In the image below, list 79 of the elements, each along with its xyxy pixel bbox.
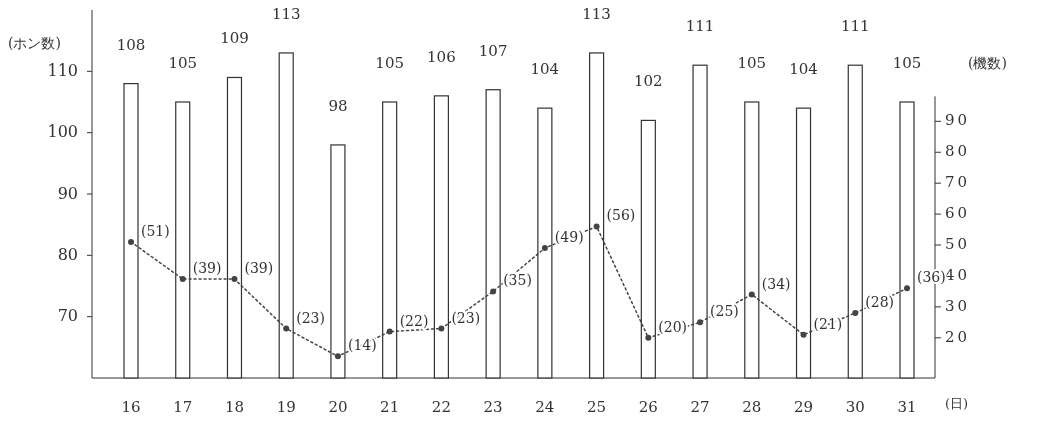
y2-tick-label: 50 bbox=[945, 235, 971, 254]
data-label: 106 bbox=[427, 47, 456, 66]
x-axis-title: (日) bbox=[945, 396, 969, 411]
x-tick-label: 27 bbox=[690, 398, 710, 416]
point bbox=[697, 319, 704, 326]
x-tick-label: 24 bbox=[535, 398, 555, 416]
y2-tick-label: 90 bbox=[945, 111, 971, 130]
data-label: 102 bbox=[634, 72, 663, 91]
y-tick-label: 80 bbox=[57, 244, 78, 264]
y2-tick-label: 80 bbox=[945, 142, 971, 161]
data-label: 113 bbox=[271, 4, 301, 23]
data-label: 113 bbox=[582, 4, 611, 23]
point bbox=[593, 223, 600, 230]
data-label: 111 bbox=[840, 17, 870, 36]
y2-tick-label: 30 bbox=[945, 296, 971, 315]
data-label: (22) bbox=[399, 312, 429, 329]
point bbox=[541, 245, 548, 252]
point bbox=[334, 353, 341, 360]
data-label: (39) bbox=[244, 260, 274, 277]
data-label: (36) bbox=[917, 269, 946, 286]
point bbox=[852, 310, 859, 317]
data-label: 105 bbox=[168, 54, 198, 72]
data-label: (49) bbox=[554, 229, 584, 246]
data-label: 105 bbox=[375, 54, 404, 72]
x-tick-label: 30 bbox=[845, 398, 865, 416]
data-label: 111 bbox=[685, 17, 715, 36]
point bbox=[490, 288, 497, 295]
y-tick-label: 70 bbox=[57, 306, 78, 326]
y2-tick-label: 40 bbox=[945, 265, 971, 284]
x-tick-label: 20 bbox=[328, 398, 348, 416]
data-label: 98 bbox=[328, 96, 348, 115]
point bbox=[645, 334, 652, 341]
y-tick-label: 90 bbox=[57, 183, 78, 203]
data-label: 104 bbox=[530, 60, 560, 79]
y2-axis-title: (機数) bbox=[968, 55, 1007, 71]
y2-tick-label: 20 bbox=[945, 327, 971, 346]
x-tick-label: 21 bbox=[380, 398, 400, 416]
y-axis-title: (ホン数) bbox=[8, 35, 61, 51]
point bbox=[800, 331, 807, 338]
x-tick-label: 28 bbox=[742, 398, 762, 416]
data-label: (51) bbox=[141, 222, 170, 239]
x-tick-label: 29 bbox=[793, 398, 814, 416]
y-tick-label: 100 bbox=[47, 122, 78, 142]
data-label: 105 bbox=[892, 54, 922, 72]
data-label: (39) bbox=[192, 260, 222, 277]
x-tick-label: 25 bbox=[587, 398, 607, 416]
data-label: 109 bbox=[220, 29, 249, 48]
data-label: 104 bbox=[789, 60, 818, 79]
point bbox=[904, 285, 910, 292]
x-tick-label: 17 bbox=[173, 398, 193, 416]
x-tick-label: 16 bbox=[121, 398, 141, 416]
x-tick-label: 18 bbox=[224, 398, 245, 416]
x-tick-label: 22 bbox=[431, 398, 451, 416]
data-label: (20) bbox=[658, 318, 688, 335]
y-tick-label: 110 bbox=[47, 60, 78, 80]
x-tick-label: 19 bbox=[276, 398, 296, 416]
y2-tick-label: 70 bbox=[945, 173, 971, 192]
point bbox=[283, 325, 290, 332]
x-tick-label: 23 bbox=[483, 398, 503, 416]
point bbox=[748, 291, 755, 298]
point bbox=[128, 238, 134, 245]
x-tick-label: 26 bbox=[638, 398, 658, 416]
y2-tick-label: 60 bbox=[945, 204, 971, 223]
data-label: (56) bbox=[606, 207, 636, 224]
data-label: (23) bbox=[451, 309, 481, 326]
data-label: (25) bbox=[710, 303, 739, 320]
data-label: 108 bbox=[116, 35, 146, 54]
point bbox=[386, 328, 393, 335]
data-label: (35) bbox=[503, 272, 532, 289]
x-tick-label: 31 bbox=[897, 398, 917, 416]
data-label: (28) bbox=[865, 294, 895, 311]
point bbox=[179, 276, 186, 283]
data-label: 107 bbox=[478, 41, 508, 60]
data-label: (14) bbox=[347, 337, 377, 354]
data-label: 105 bbox=[737, 54, 767, 72]
data-label: (34) bbox=[761, 275, 791, 292]
point bbox=[231, 276, 238, 283]
point bbox=[438, 325, 445, 332]
data-label: (23) bbox=[296, 309, 325, 326]
